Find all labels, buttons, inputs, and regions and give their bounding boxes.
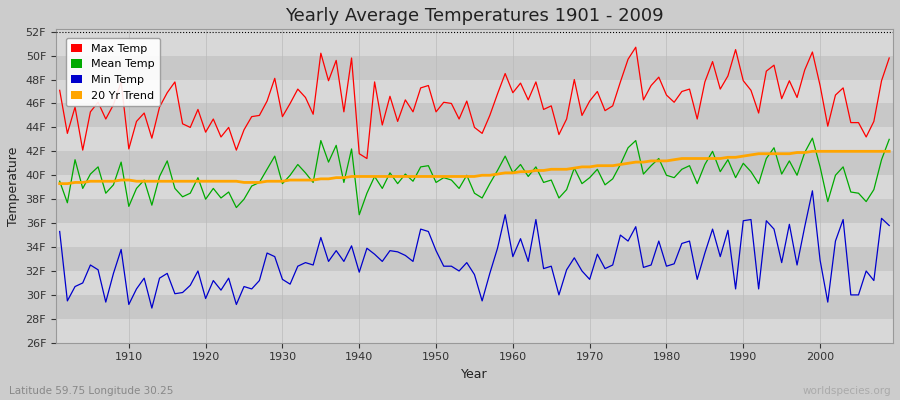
- Bar: [56, 104, 893, 127]
- Y-axis label: Temperature: Temperature: [7, 146, 20, 226]
- Bar: [56, 32, 893, 56]
- Bar: [56, 151, 893, 175]
- Text: worldspecies.org: worldspecies.org: [803, 386, 891, 396]
- Title: Yearly Average Temperatures 1901 - 2009: Yearly Average Temperatures 1901 - 2009: [285, 7, 664, 25]
- Bar: [56, 319, 893, 343]
- Legend: Max Temp, Mean Temp, Min Temp, 20 Yr Trend: Max Temp, Mean Temp, Min Temp, 20 Yr Tre…: [66, 38, 160, 106]
- Bar: [56, 295, 893, 319]
- Bar: [56, 247, 893, 271]
- Bar: [56, 127, 893, 151]
- Bar: [56, 80, 893, 104]
- Bar: [56, 223, 893, 247]
- Bar: [56, 56, 893, 80]
- Bar: [56, 199, 893, 223]
- Bar: [56, 175, 893, 199]
- Bar: [56, 271, 893, 295]
- Text: Latitude 59.75 Longitude 30.25: Latitude 59.75 Longitude 30.25: [9, 386, 174, 396]
- X-axis label: Year: Year: [461, 368, 488, 381]
